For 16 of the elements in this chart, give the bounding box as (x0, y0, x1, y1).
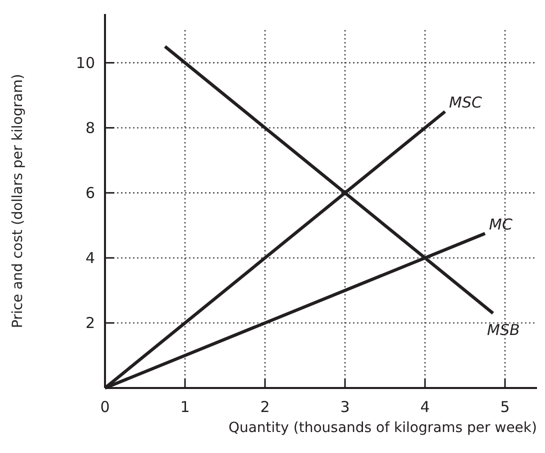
y-axis-title: Price and cost (dollars per kilogram) (10, 74, 26, 328)
x-tick-label: 0 (100, 398, 110, 416)
x-tick-label: 2 (260, 398, 270, 416)
x-tick-label: 3 (340, 398, 350, 416)
series-label: MC (489, 216, 513, 234)
series-label: MSC (449, 94, 482, 112)
y-tick-label: 6 (85, 184, 95, 202)
x-tick-label: 5 (500, 398, 510, 416)
y-tick-label: 4 (85, 248, 95, 267)
series-label: MSB (487, 321, 520, 340)
y-tick-label: 2 (85, 314, 95, 332)
x-tick-label: 4 (420, 398, 430, 416)
y-tick-label: 8 (85, 118, 95, 137)
x-tick-label: 1 (180, 398, 190, 416)
x-axis-title: Quantity (thousands of kilograms per week) (228, 420, 537, 436)
y-tick-label: 10 (76, 54, 95, 72)
